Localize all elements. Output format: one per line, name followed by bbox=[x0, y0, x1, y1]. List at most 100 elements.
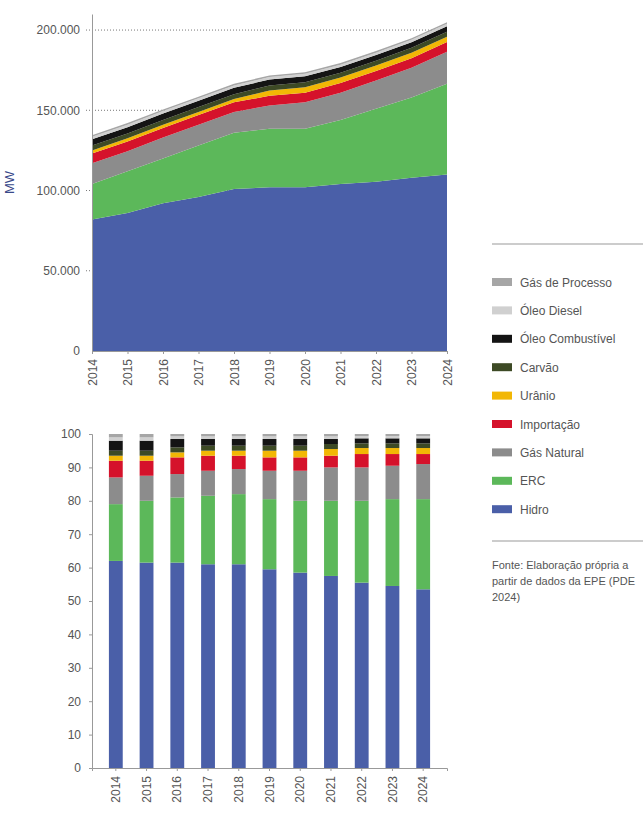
bar-segment bbox=[416, 464, 430, 499]
x-tick-label: 2016 bbox=[157, 359, 171, 386]
bar-segment bbox=[201, 451, 215, 456]
bar-segment bbox=[355, 443, 369, 448]
bar-segment bbox=[109, 461, 123, 478]
y-axis-line bbox=[92, 15, 93, 352]
bar-segment bbox=[170, 452, 184, 457]
grid-line bbox=[86, 30, 447, 31]
legend-label: Gás de Processo bbox=[520, 276, 612, 290]
y-tick: 0 bbox=[73, 344, 92, 358]
x-tick: 2016 bbox=[170, 768, 184, 803]
bar-segment bbox=[293, 434, 307, 436]
bar-segment bbox=[140, 437, 154, 440]
bar-segment bbox=[324, 444, 338, 449]
bar-segment bbox=[201, 471, 215, 496]
bar-segment bbox=[201, 436, 215, 439]
bar-segment bbox=[232, 434, 246, 436]
bar-segment bbox=[263, 471, 277, 499]
y-tick-label: 200.000 bbox=[37, 23, 81, 37]
chart-canvas: HidroERCGás NaturalImportaçãoUrânioCarvã… bbox=[0, 0, 643, 830]
y-tick-mark bbox=[89, 568, 92, 569]
y-axis-line bbox=[89, 435, 93, 769]
bar-segment bbox=[232, 469, 246, 494]
x-axis: 2014201520162017201820192020202120222023… bbox=[93, 768, 448, 803]
y-axis: 050.000100.000150.000200.000 bbox=[37, 15, 93, 359]
bar-segment bbox=[293, 451, 307, 458]
area-series: Gás de Processo bbox=[92, 22, 447, 137]
y-tick-mark bbox=[89, 534, 92, 535]
x-axis-line bbox=[93, 769, 448, 772]
bar-segment bbox=[109, 456, 123, 461]
x-tick-label: 2023 bbox=[405, 359, 419, 386]
legend: Gás de Processo Óleo Diesel Óleo Combustív… bbox=[492, 244, 643, 541]
y-tick: 20 bbox=[68, 695, 92, 709]
bar-segment bbox=[416, 443, 430, 448]
x-tick-label: 2024 bbox=[416, 776, 430, 803]
bar-segment bbox=[386, 499, 400, 586]
x-tick: 2020 bbox=[293, 768, 307, 803]
bar-segment bbox=[416, 436, 430, 438]
y-tick: 70 bbox=[68, 528, 92, 542]
bar-segment bbox=[109, 477, 123, 504]
x-tick-mark bbox=[146, 768, 147, 771]
y-tick-label: 10 bbox=[68, 728, 82, 742]
bar-segment bbox=[324, 501, 338, 576]
legend-swatch bbox=[492, 420, 512, 428]
y-tick-label: 90 bbox=[68, 461, 82, 475]
x-tick: 2015 bbox=[121, 351, 135, 386]
y-axis: 0102030405060708090100 bbox=[61, 427, 93, 775]
y-tick-label: 50 bbox=[68, 594, 82, 608]
legend-label: Óleo Diesel bbox=[520, 303, 582, 318]
x-tick-mark bbox=[392, 768, 393, 771]
bar-segment bbox=[355, 583, 369, 768]
bar-segment bbox=[170, 563, 184, 768]
x-tick: 2024 bbox=[416, 768, 430, 803]
x-tick-label: 2016 bbox=[170, 776, 184, 803]
x-tick-label: 2019 bbox=[263, 359, 277, 386]
bar-segment bbox=[293, 471, 307, 501]
x-tick: 2018 bbox=[232, 768, 246, 803]
legend-swatch bbox=[492, 392, 512, 400]
bar-segment bbox=[263, 457, 277, 470]
x-tick: 2021 bbox=[324, 768, 338, 803]
x-tick-mark bbox=[177, 768, 178, 771]
x-tick-mark bbox=[208, 768, 209, 771]
x-tick-label: 2015 bbox=[140, 776, 154, 803]
bar-segment bbox=[201, 456, 215, 471]
bar-segment bbox=[170, 457, 184, 474]
legend-label: Óleo Combustível bbox=[520, 331, 615, 346]
legend-swatch bbox=[492, 477, 512, 485]
bar-segment bbox=[293, 457, 307, 470]
bar-segment bbox=[232, 456, 246, 469]
x-tick-label: 2018 bbox=[232, 776, 246, 803]
x-tick-mark bbox=[115, 768, 116, 771]
bar-segment bbox=[201, 446, 215, 451]
bar-segment bbox=[324, 456, 338, 468]
x-tick-mark bbox=[300, 768, 301, 771]
bar-segment bbox=[109, 451, 123, 456]
bar-segment bbox=[293, 436, 307, 439]
bar-segment bbox=[201, 434, 215, 436]
bar-segment bbox=[293, 439, 307, 446]
bar-segment bbox=[232, 494, 246, 564]
x-tick-label: 2019 bbox=[263, 776, 277, 803]
bar-segment bbox=[232, 564, 246, 768]
area-series: Óleo Combustível bbox=[92, 26, 447, 145]
y-tick: 100 bbox=[61, 427, 92, 441]
x-tick: 2023 bbox=[405, 351, 419, 386]
bar-segment bbox=[109, 561, 123, 768]
area-series: Óleo Diesel bbox=[92, 24, 447, 139]
x-tick-label: 2015 bbox=[121, 359, 135, 386]
y-tick: 0 bbox=[74, 761, 92, 775]
x-tick: 2018 bbox=[228, 351, 242, 386]
y-tick: 10 bbox=[68, 728, 92, 742]
bar-segment bbox=[416, 454, 430, 464]
bar-segment bbox=[170, 474, 184, 497]
x-tick-label: 2020 bbox=[293, 776, 307, 803]
bar-segment bbox=[355, 436, 369, 438]
y-tick-label: 100.000 bbox=[37, 184, 81, 198]
legend-label: Importação bbox=[520, 418, 580, 432]
bar-segment bbox=[263, 451, 277, 458]
x-tick-label: 2017 bbox=[192, 359, 206, 386]
legend-label: ERC bbox=[520, 474, 546, 488]
bar-segment bbox=[416, 448, 430, 454]
